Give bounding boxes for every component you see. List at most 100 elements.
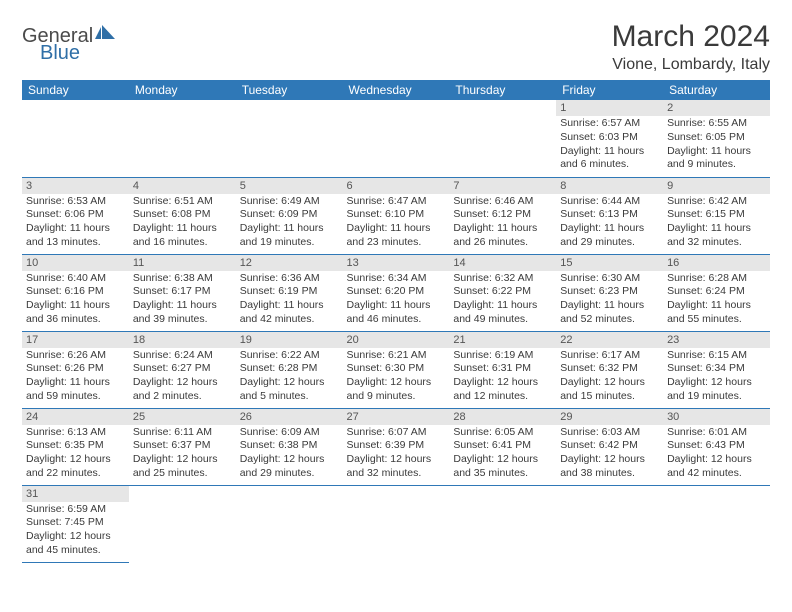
day-number: 22 (556, 332, 663, 348)
sunset: Sunset: 6:19 PM (240, 285, 339, 299)
calendar-cell: 25Sunrise: 6:11 AMSunset: 6:37 PMDayligh… (129, 408, 236, 485)
sunset: Sunset: 6:17 PM (133, 285, 232, 299)
calendar-row: 24Sunrise: 6:13 AMSunset: 6:35 PMDayligh… (22, 408, 770, 485)
day-number: 5 (236, 178, 343, 194)
sunset: Sunset: 6:12 PM (453, 208, 552, 222)
calendar-cell: 29Sunrise: 6:03 AMSunset: 6:42 PMDayligh… (556, 408, 663, 485)
daylight: Daylight: 11 hours and 23 minutes. (347, 222, 446, 249)
sunset: Sunset: 6:15 PM (667, 208, 766, 222)
daylight: Daylight: 12 hours and 25 minutes. (133, 453, 232, 480)
sunset: Sunset: 6:24 PM (667, 285, 766, 299)
day-number: 21 (449, 332, 556, 348)
daylight: Daylight: 11 hours and 26 minutes. (453, 222, 552, 249)
daylight: Daylight: 11 hours and 49 minutes. (453, 299, 552, 326)
day-number: 16 (663, 255, 770, 271)
sunset: Sunset: 6:34 PM (667, 362, 766, 376)
sunrise: Sunrise: 6:53 AM (26, 195, 125, 209)
daylight: Daylight: 12 hours and 12 minutes. (453, 376, 552, 403)
calendar-cell: 1Sunrise: 6:57 AMSunset: 6:03 PMDaylight… (556, 100, 663, 177)
calendar-cell: 30Sunrise: 6:01 AMSunset: 6:43 PMDayligh… (663, 408, 770, 485)
weekday-header: Thursday (449, 80, 556, 100)
day-info: Sunrise: 6:55 AMSunset: 6:05 PMDaylight:… (663, 116, 770, 175)
calendar-cell (449, 485, 556, 562)
day-info: Sunrise: 6:49 AMSunset: 6:09 PMDaylight:… (236, 194, 343, 253)
daylight: Daylight: 11 hours and 9 minutes. (667, 145, 766, 172)
day-info: Sunrise: 6:07 AMSunset: 6:39 PMDaylight:… (343, 425, 450, 484)
sunset: Sunset: 7:45 PM (26, 516, 125, 530)
calendar-row: 1Sunrise: 6:57 AMSunset: 6:03 PMDaylight… (22, 100, 770, 177)
day-number: 27 (343, 409, 450, 425)
calendar-cell: 13Sunrise: 6:34 AMSunset: 6:20 PMDayligh… (343, 254, 450, 331)
sunset: Sunset: 6:06 PM (26, 208, 125, 222)
calendar-cell: 17Sunrise: 6:26 AMSunset: 6:26 PMDayligh… (22, 331, 129, 408)
sunrise: Sunrise: 6:28 AM (667, 272, 766, 286)
day-info: Sunrise: 6:19 AMSunset: 6:31 PMDaylight:… (449, 348, 556, 407)
weekday-header: Saturday (663, 80, 770, 100)
sunset: Sunset: 6:32 PM (560, 362, 659, 376)
sunrise: Sunrise: 6:42 AM (667, 195, 766, 209)
calendar-cell: 3Sunrise: 6:53 AMSunset: 6:06 PMDaylight… (22, 177, 129, 254)
calendar-cell (343, 485, 450, 562)
sunrise: Sunrise: 6:09 AM (240, 426, 339, 440)
sunrise: Sunrise: 6:17 AM (560, 349, 659, 363)
sunset: Sunset: 6:28 PM (240, 362, 339, 376)
day-info: Sunrise: 6:26 AMSunset: 6:26 PMDaylight:… (22, 348, 129, 407)
day-number: 2 (663, 100, 770, 116)
calendar-cell (343, 100, 450, 177)
day-number: 13 (343, 255, 450, 271)
sunset: Sunset: 6:43 PM (667, 439, 766, 453)
daylight: Daylight: 11 hours and 29 minutes. (560, 222, 659, 249)
day-info: Sunrise: 6:51 AMSunset: 6:08 PMDaylight:… (129, 194, 236, 253)
sunrise: Sunrise: 6:57 AM (560, 117, 659, 131)
daylight: Daylight: 12 hours and 35 minutes. (453, 453, 552, 480)
daylight: Daylight: 11 hours and 16 minutes. (133, 222, 232, 249)
calendar-cell: 21Sunrise: 6:19 AMSunset: 6:31 PMDayligh… (449, 331, 556, 408)
sunset: Sunset: 6:22 PM (453, 285, 552, 299)
calendar-cell: 14Sunrise: 6:32 AMSunset: 6:22 PMDayligh… (449, 254, 556, 331)
day-number: 14 (449, 255, 556, 271)
calendar-cell: 22Sunrise: 6:17 AMSunset: 6:32 PMDayligh… (556, 331, 663, 408)
calendar-cell: 8Sunrise: 6:44 AMSunset: 6:13 PMDaylight… (556, 177, 663, 254)
daylight: Daylight: 11 hours and 13 minutes. (26, 222, 125, 249)
daylight: Daylight: 11 hours and 42 minutes. (240, 299, 339, 326)
day-number: 1 (556, 100, 663, 116)
day-number: 30 (663, 409, 770, 425)
daylight: Daylight: 12 hours and 9 minutes. (347, 376, 446, 403)
sunrise: Sunrise: 6:40 AM (26, 272, 125, 286)
sunset: Sunset: 6:31 PM (453, 362, 552, 376)
day-number: 3 (22, 178, 129, 194)
daylight: Daylight: 11 hours and 6 minutes. (560, 145, 659, 172)
calendar-cell: 2Sunrise: 6:55 AMSunset: 6:05 PMDaylight… (663, 100, 770, 177)
sunrise: Sunrise: 6:32 AM (453, 272, 552, 286)
calendar-cell: 28Sunrise: 6:05 AMSunset: 6:41 PMDayligh… (449, 408, 556, 485)
sunrise: Sunrise: 6:51 AM (133, 195, 232, 209)
daylight: Daylight: 12 hours and 2 minutes. (133, 376, 232, 403)
calendar-cell: 24Sunrise: 6:13 AMSunset: 6:35 PMDayligh… (22, 408, 129, 485)
daylight: Daylight: 12 hours and 19 minutes. (667, 376, 766, 403)
location: Vione, Lombardy, Italy (612, 56, 770, 74)
sunrise: Sunrise: 6:22 AM (240, 349, 339, 363)
sunset: Sunset: 6:20 PM (347, 285, 446, 299)
day-info: Sunrise: 6:11 AMSunset: 6:37 PMDaylight:… (129, 425, 236, 484)
daylight: Daylight: 11 hours and 19 minutes. (240, 222, 339, 249)
weekday-header: Sunday (22, 80, 129, 100)
header: General March 2024 Vione, Lombardy, Ital… (22, 20, 770, 74)
day-number: 19 (236, 332, 343, 348)
weekday-header: Monday (129, 80, 236, 100)
daylight: Daylight: 12 hours and 45 minutes. (26, 530, 125, 557)
page-title: March 2024 (612, 20, 770, 54)
sunset: Sunset: 6:23 PM (560, 285, 659, 299)
sunset: Sunset: 6:41 PM (453, 439, 552, 453)
day-info: Sunrise: 6:17 AMSunset: 6:32 PMDaylight:… (556, 348, 663, 407)
day-info: Sunrise: 6:22 AMSunset: 6:28 PMDaylight:… (236, 348, 343, 407)
day-info: Sunrise: 6:01 AMSunset: 6:43 PMDaylight:… (663, 425, 770, 484)
sunset: Sunset: 6:35 PM (26, 439, 125, 453)
calendar-cell: 7Sunrise: 6:46 AMSunset: 6:12 PMDaylight… (449, 177, 556, 254)
calendar-cell: 9Sunrise: 6:42 AMSunset: 6:15 PMDaylight… (663, 177, 770, 254)
calendar-cell: 27Sunrise: 6:07 AMSunset: 6:39 PMDayligh… (343, 408, 450, 485)
sunset: Sunset: 6:38 PM (240, 439, 339, 453)
sunrise: Sunrise: 6:21 AM (347, 349, 446, 363)
day-number: 28 (449, 409, 556, 425)
header-right: March 2024 Vione, Lombardy, Italy (612, 20, 770, 74)
sunrise: Sunrise: 6:47 AM (347, 195, 446, 209)
